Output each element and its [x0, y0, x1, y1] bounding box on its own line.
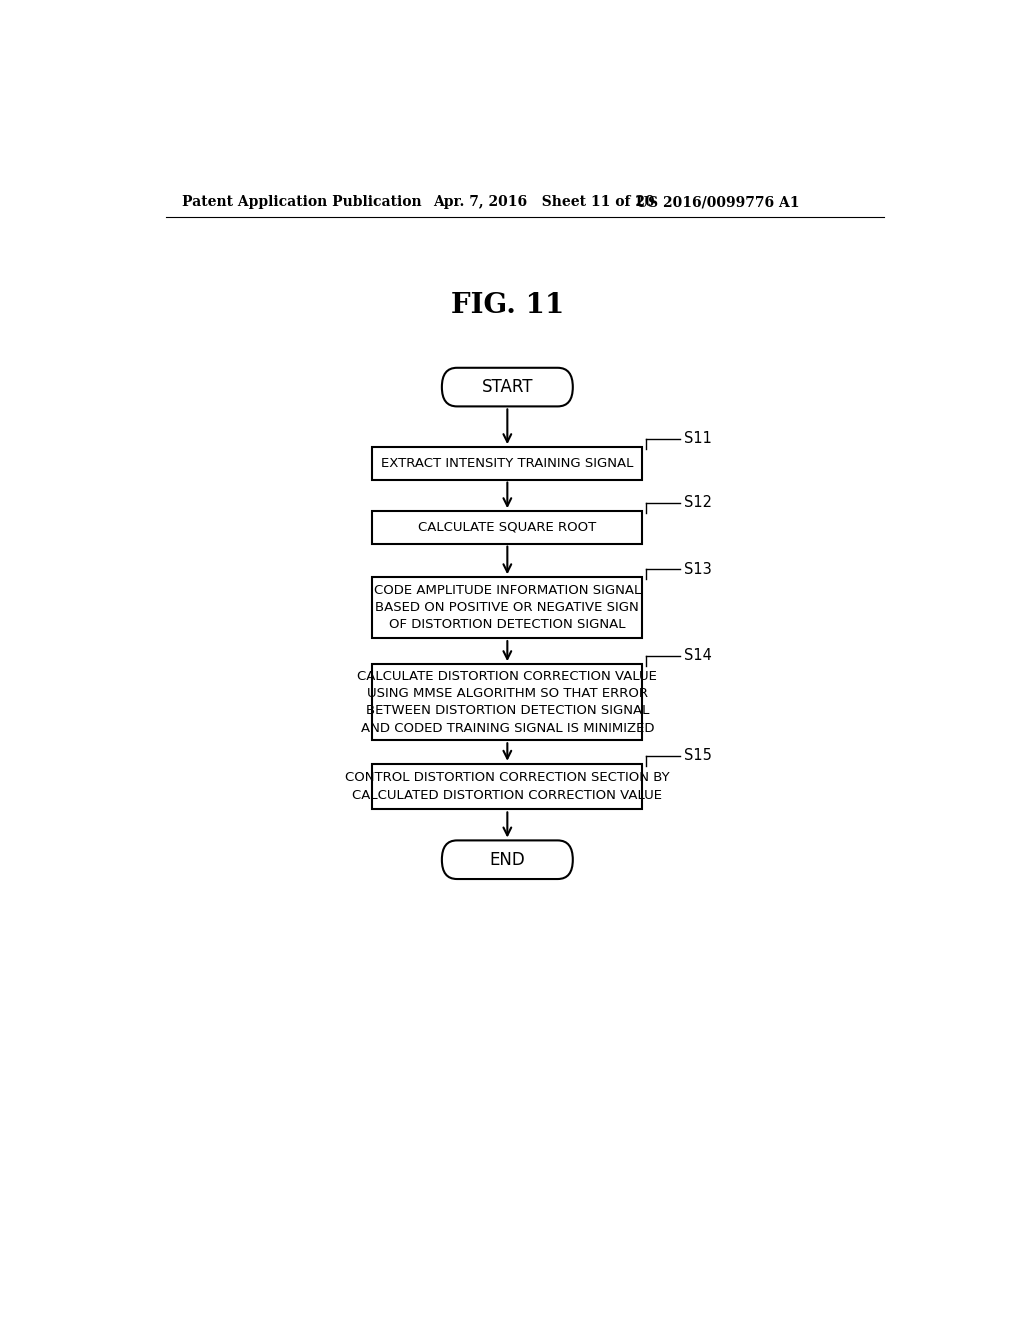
Bar	[373, 764, 642, 809]
Text: Apr. 7, 2016   Sheet 11 of 20: Apr. 7, 2016 Sheet 11 of 20	[433, 195, 655, 209]
Text: Patent Application Publication: Patent Application Publication	[182, 195, 422, 209]
Text: S13: S13	[684, 561, 712, 577]
FancyBboxPatch shape	[442, 841, 572, 879]
Text: OF DISTORTION DETECTION SIGNAL: OF DISTORTION DETECTION SIGNAL	[389, 619, 626, 631]
Text: S12: S12	[684, 495, 713, 511]
Text: START: START	[481, 378, 534, 396]
Text: S11: S11	[684, 432, 712, 446]
FancyBboxPatch shape	[442, 368, 572, 407]
Text: S15: S15	[684, 748, 712, 763]
Text: CALCULATE DISTORTION CORRECTION VALUE: CALCULATE DISTORTION CORRECTION VALUE	[357, 669, 657, 682]
Text: CALCULATED DISTORTION CORRECTION VALUE: CALCULATED DISTORTION CORRECTION VALUE	[352, 788, 663, 801]
Text: CALCULATE SQUARE ROOT: CALCULATE SQUARE ROOT	[418, 521, 596, 533]
Bar	[373, 664, 642, 741]
Text: USING MMSE ALGORITHM SO THAT ERROR: USING MMSE ALGORITHM SO THAT ERROR	[367, 686, 648, 700]
Text: CONTROL DISTORTION CORRECTION SECTION BY: CONTROL DISTORTION CORRECTION SECTION BY	[345, 771, 670, 784]
Text: CODE AMPLITUDE INFORMATION SIGNAL: CODE AMPLITUDE INFORMATION SIGNAL	[374, 583, 641, 597]
Text: BASED ON POSITIVE OR NEGATIVE SIGN: BASED ON POSITIVE OR NEGATIVE SIGN	[376, 601, 639, 614]
Bar	[373, 511, 642, 544]
Bar	[373, 577, 642, 638]
Text: AND CODED TRAINING SIGNAL IS MINIMIZED: AND CODED TRAINING SIGNAL IS MINIMIZED	[360, 722, 654, 735]
Bar	[373, 447, 642, 479]
Text: END: END	[489, 850, 525, 869]
Text: US 2016/0099776 A1: US 2016/0099776 A1	[636, 195, 800, 209]
Text: FIG. 11: FIG. 11	[451, 292, 564, 319]
Text: S14: S14	[684, 648, 712, 664]
Text: EXTRACT INTENSITY TRAINING SIGNAL: EXTRACT INTENSITY TRAINING SIGNAL	[381, 457, 634, 470]
Text: BETWEEN DISTORTION DETECTION SIGNAL: BETWEEN DISTORTION DETECTION SIGNAL	[366, 705, 649, 717]
